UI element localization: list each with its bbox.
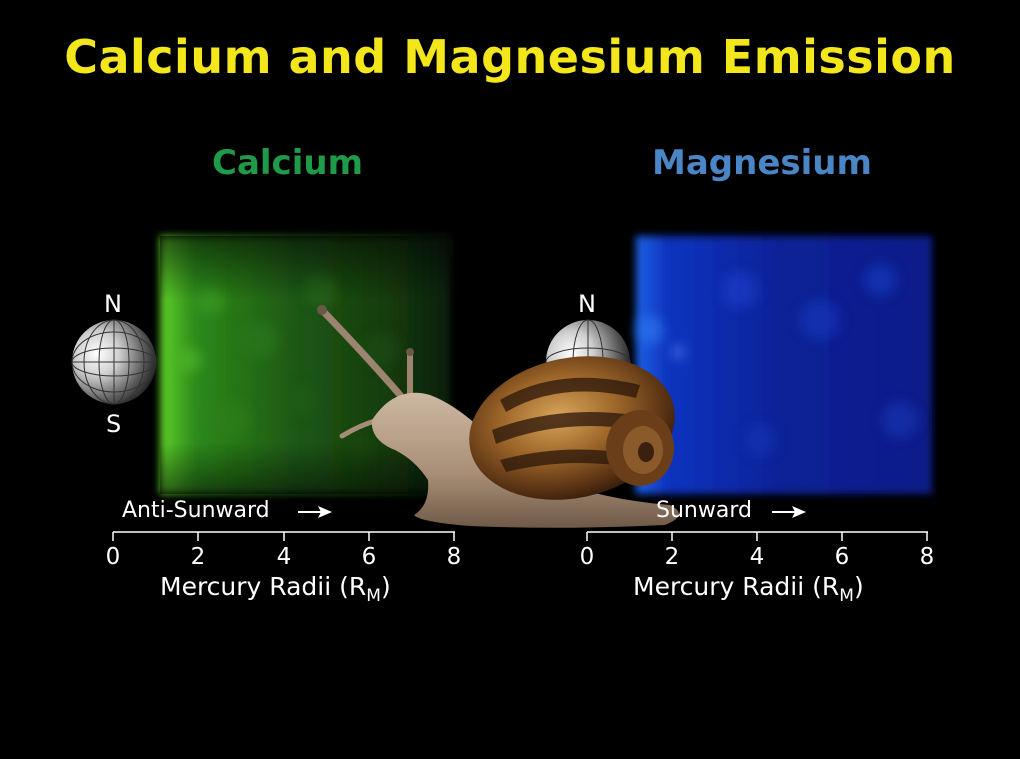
south-pole-label: S bbox=[106, 410, 122, 438]
direction-label: Sunward bbox=[656, 498, 752, 523]
axis-title-subscript: M bbox=[839, 586, 854, 606]
tick-label: 4 bbox=[750, 544, 765, 570]
tick-label: 8 bbox=[920, 544, 935, 570]
axis-title: Mercury Radii (RM) bbox=[633, 572, 864, 606]
direction-label: Anti-Sunward bbox=[122, 498, 270, 523]
axis-title-text: Mercury Radii (R bbox=[160, 572, 367, 601]
tick-label: 2 bbox=[665, 544, 680, 570]
axis-title: Mercury Radii (RM) bbox=[160, 572, 391, 606]
snail-image bbox=[317, 305, 679, 528]
axis-title-close: ) bbox=[380, 572, 391, 601]
axis-title-text: Mercury Radii (R bbox=[633, 572, 840, 601]
magnesium-axis bbox=[586, 531, 928, 541]
north-pole-label: N bbox=[104, 290, 122, 318]
tick-label: 0 bbox=[106, 544, 121, 570]
page-title: Calcium and Magnesium Emission bbox=[64, 30, 956, 84]
arrow-right-icon bbox=[772, 506, 806, 518]
tick-label: 2 bbox=[191, 544, 206, 570]
magnesium-emission-image bbox=[636, 236, 932, 494]
calcium-label: Calcium bbox=[212, 143, 363, 183]
tick-label: 6 bbox=[362, 544, 377, 570]
axis-title-close: ) bbox=[853, 572, 864, 601]
tick-label: 6 bbox=[835, 544, 850, 570]
arrow-right-icon bbox=[298, 506, 332, 518]
tick-label: 8 bbox=[447, 544, 462, 570]
axis-title-subscript: M bbox=[366, 586, 381, 606]
magnesium-label: Magnesium bbox=[652, 143, 872, 183]
magnesium-tick-labels: 0 2 4 6 8 bbox=[580, 544, 935, 570]
calcium-axis bbox=[112, 531, 455, 541]
tick-label: 0 bbox=[580, 544, 595, 570]
north-pole-label: N bbox=[578, 290, 596, 318]
calcium-tick-labels: 0 2 4 6 8 bbox=[106, 544, 462, 570]
mercury-sphere-icon bbox=[71, 319, 157, 405]
tick-label: 4 bbox=[277, 544, 292, 570]
